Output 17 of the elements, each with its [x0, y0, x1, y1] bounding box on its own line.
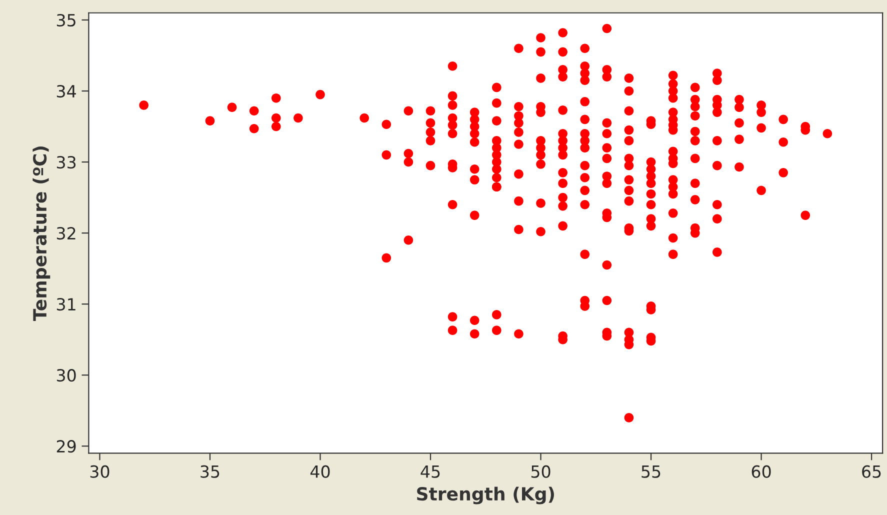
y-tick-label: 35	[56, 14, 76, 27]
x-tick-label: 40	[310, 465, 330, 478]
x-tick-label: 65	[862, 465, 881, 478]
y-axis-title: Temperature (ºC)	[32, 146, 50, 321]
x-tick-label: 50	[531, 465, 550, 478]
y-tick-label: 32	[56, 227, 76, 240]
y-tick-label: 31	[56, 298, 76, 311]
x-tick-label: 60	[752, 465, 771, 478]
x-axis-title: Strength (Kg)	[417, 486, 554, 504]
x-tick-label: 30	[90, 465, 110, 478]
x-tick-label: 45	[420, 466, 440, 478]
y-tick-label: 30	[56, 369, 76, 382]
y-tick-label: 34	[56, 84, 76, 98]
y-tick-label: 33	[56, 156, 76, 169]
x-tick-label: 35	[200, 465, 220, 478]
x-tick-label: 55	[642, 466, 660, 478]
y-tick-label: 29	[56, 440, 76, 453]
